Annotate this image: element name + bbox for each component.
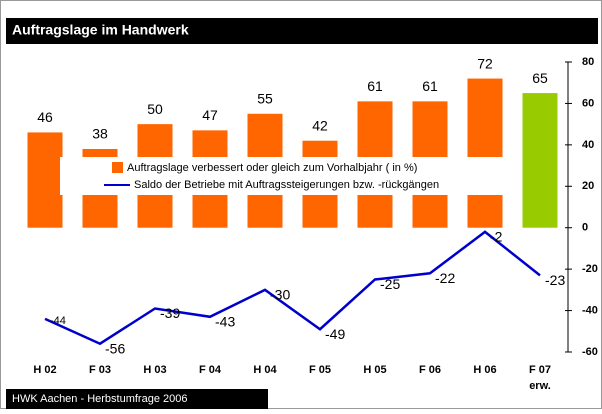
- line-label: -22: [435, 270, 455, 286]
- line-label: -49: [325, 326, 345, 342]
- source-bar: [6, 389, 268, 409]
- y-tick-label: 80: [582, 56, 594, 68]
- line-label: -43: [215, 313, 235, 329]
- y-tick-label: 60: [582, 97, 594, 109]
- legend-swatch: [112, 162, 123, 173]
- bar-label: 72: [477, 55, 493, 71]
- bar: [522, 93, 558, 228]
- bar-label: 46: [37, 109, 53, 125]
- legend-label: Auftragslage verbessert oder gleich zum …: [127, 162, 417, 174]
- bar-label: 47: [202, 107, 218, 123]
- y-tick-label: -40: [582, 304, 598, 316]
- line-label: -56: [105, 340, 125, 356]
- title-bar: [6, 18, 598, 44]
- x-tick-label: F 03: [89, 364, 111, 376]
- x-tick-label: F 04: [199, 364, 222, 376]
- chart-title: Auftragslage im Handwerk: [12, 22, 189, 38]
- x-tick-label: H 06: [473, 364, 496, 376]
- bar: [467, 78, 503, 228]
- y-tick-label: 0: [582, 222, 588, 234]
- x-tick-label: H 02: [33, 364, 56, 376]
- y-tick-label: 20: [582, 180, 594, 192]
- bar-label: 38: [92, 126, 108, 142]
- line-label: -39: [160, 305, 180, 321]
- y-tick-label: -60: [582, 346, 598, 358]
- line-label: -2: [490, 229, 503, 245]
- x-tick-label: F 05: [309, 364, 331, 376]
- x-tick-line: F 07: [529, 364, 551, 376]
- bar-label: 61: [422, 78, 438, 94]
- y-tick-label: -20: [582, 263, 598, 275]
- x-tick-label: F 07 erw.: [529, 364, 551, 392]
- legend-label: Saldo der Betriebe mit Auftragssteigerun…: [134, 179, 439, 191]
- legend-bg: [60, 157, 520, 195]
- x-tick-line: erw.: [529, 380, 551, 392]
- bar-label: 42: [312, 117, 328, 133]
- bar-label: 50: [147, 101, 163, 117]
- y-tick-label: 40: [582, 139, 594, 151]
- line-label: -25: [380, 276, 400, 292]
- line-label: -23: [545, 272, 565, 288]
- line-label: -44: [50, 315, 66, 327]
- bar: [27, 132, 63, 228]
- x-tick-label: H 03: [143, 364, 166, 376]
- x-tick-label: F 06: [419, 364, 441, 376]
- source: HWK Aachen - Herbstumfrage 2006: [12, 393, 187, 405]
- bar-label: 55: [257, 90, 273, 106]
- x-tick-label: H 05: [363, 364, 386, 376]
- x-tick-label: H 04: [253, 364, 277, 376]
- bar-label: 61: [367, 78, 383, 94]
- line: [44, 230, 541, 346]
- bar-label: 65: [532, 70, 548, 86]
- line-label: -30: [270, 287, 290, 303]
